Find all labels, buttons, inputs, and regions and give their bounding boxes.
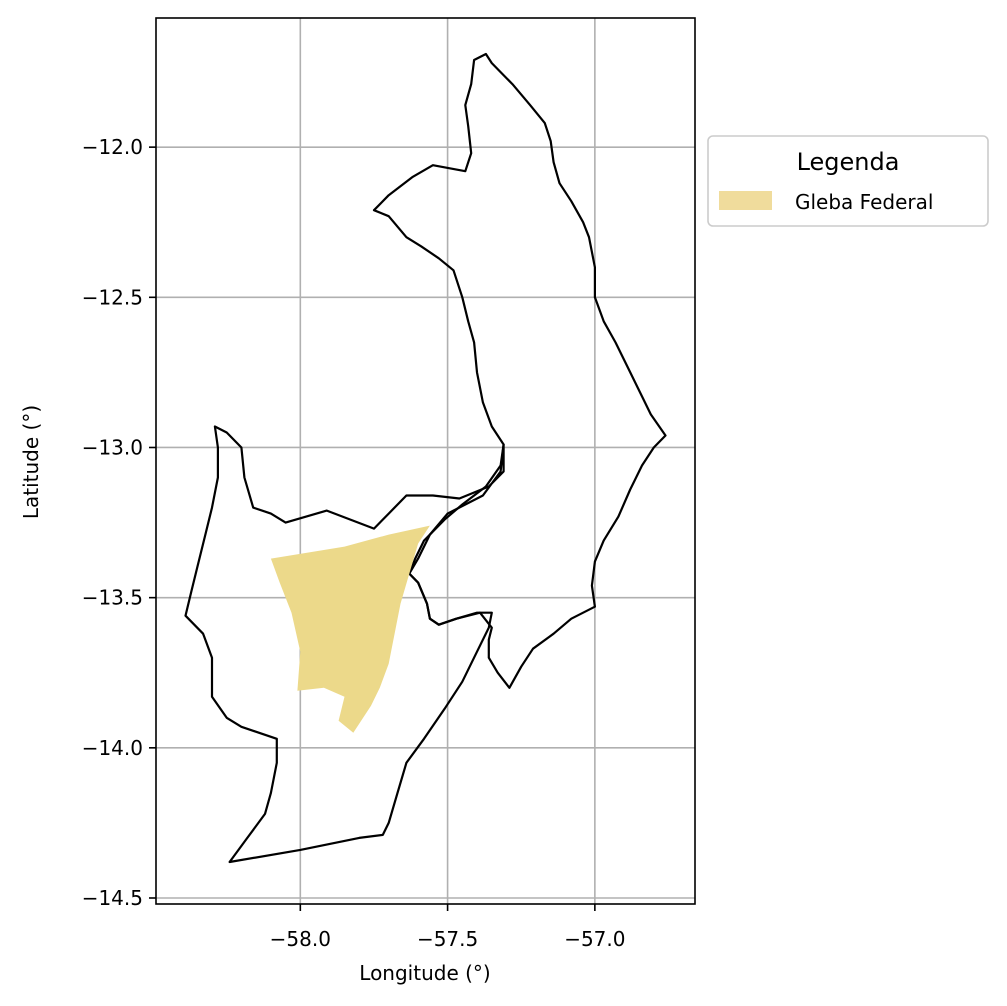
- y-axis-title: Latitude (°): [19, 405, 43, 519]
- legend: Legenda Gleba Federal: [708, 136, 988, 226]
- y-tick-label: −12.5: [82, 285, 143, 309]
- legend-title: Legenda: [797, 148, 900, 176]
- x-tick-label: −57.0: [564, 927, 625, 951]
- y-tick-label: −12.0: [82, 135, 143, 159]
- y-tick-label: −13.5: [82, 586, 143, 610]
- y-tick-label: −13.0: [82, 435, 143, 459]
- x-tick-label: −57.5: [417, 927, 478, 951]
- x-axis-ticks: −58.0 −57.5 −57.0: [270, 904, 626, 951]
- y-tick-label: −14.0: [82, 736, 143, 760]
- x-axis-title: Longitude (°): [359, 961, 490, 985]
- y-tick-label: −14.5: [82, 886, 143, 910]
- legend-label-gleba-federal: Gleba Federal: [795, 190, 933, 214]
- x-tick-label: −58.0: [270, 927, 331, 951]
- y-axis-ticks: −12.0 −12.5 −13.0 −13.5 −14.0 −14.5: [82, 135, 156, 910]
- plot-frame: [156, 18, 695, 904]
- legend-swatch-gleba-federal: [719, 191, 772, 210]
- plot-area: −58.0 −57.5 −57.0 −12.0 −12.5 −13.0 −13.5 −14.…: [82, 18, 695, 951]
